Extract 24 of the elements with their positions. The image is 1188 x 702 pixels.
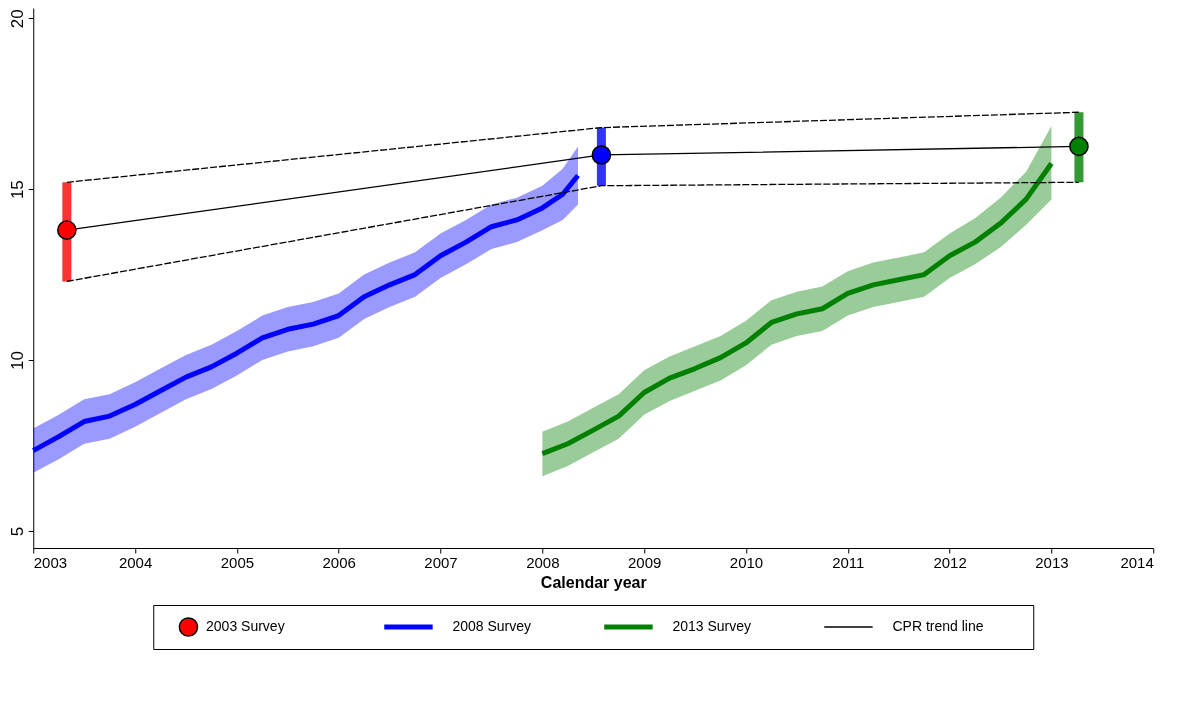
- x-axis-title: Calendar year: [540, 573, 647, 591]
- x-tick-label: 2010: [729, 553, 764, 571]
- x-tick-label: 2008: [526, 553, 560, 571]
- legend-label: CPR trend line: [892, 618, 984, 634]
- point: [591, 145, 612, 165]
- x-tick-label: 2003: [33, 553, 68, 571]
- x-tick-label: 2005: [220, 553, 255, 571]
- legend-label: 2008 Survey: [452, 618, 532, 634]
- x-tick-label: 2004: [118, 553, 153, 571]
- legend-label: 2013 Survey: [672, 618, 752, 634]
- legend-label: 2003 Survey: [206, 618, 285, 634]
- y-tick-label: 5: [7, 526, 27, 537]
- x-tick-label: 2007: [424, 553, 458, 571]
- point: [57, 220, 77, 240]
- x-tick-label: 2014: [1120, 553, 1154, 571]
- x-tick-label: 2013: [1035, 553, 1069, 571]
- y-tick-label: 20: [7, 9, 27, 29]
- x-tick-label: 2012: [933, 553, 967, 571]
- x-tick-label: 2011: [832, 553, 865, 571]
- x-tick-label: 2009: [627, 553, 662, 571]
- x-tick-label: 2006: [322, 553, 356, 571]
- y-tick-label: 15: [7, 180, 27, 200]
- point: [1069, 136, 1089, 157]
- y-tick-label: 10: [7, 351, 27, 370]
